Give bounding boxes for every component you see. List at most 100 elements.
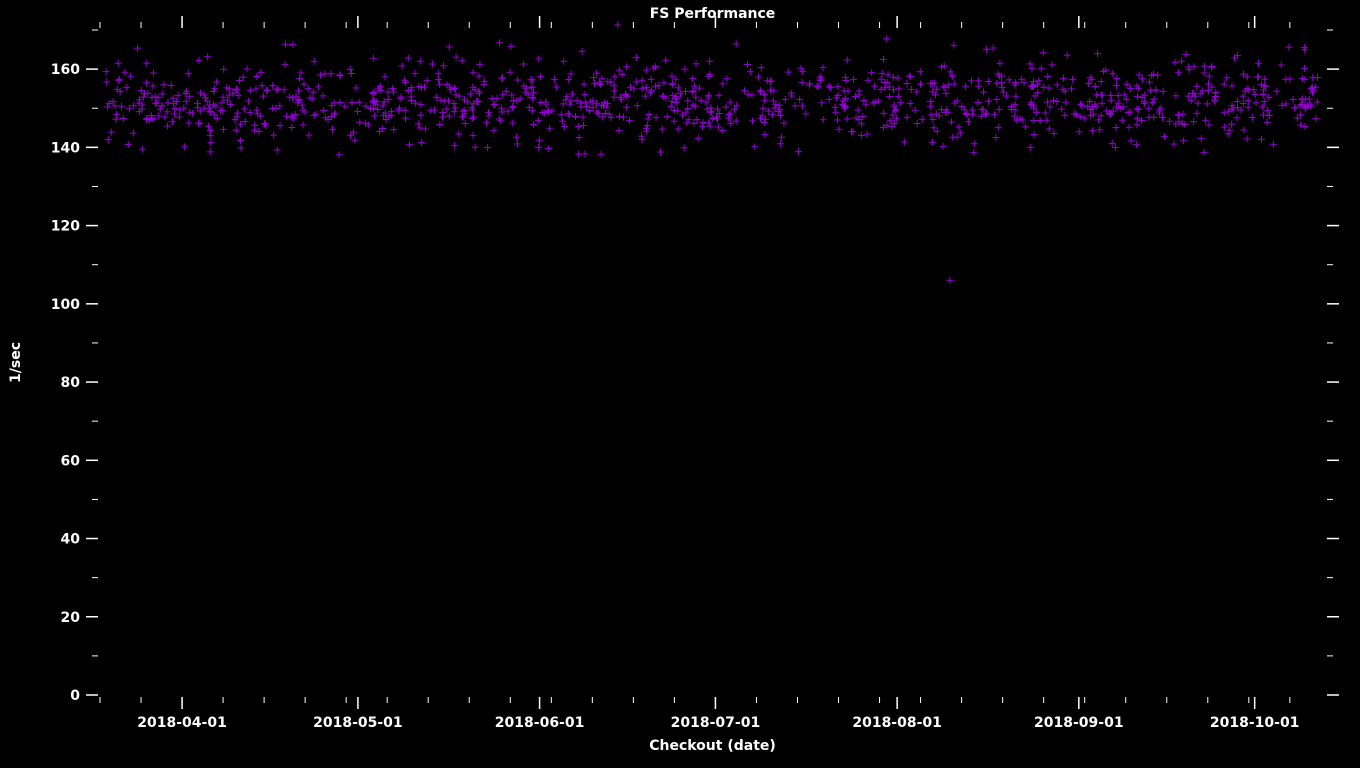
scatter-point (1206, 73, 1213, 80)
scatter-point (514, 140, 521, 147)
scatter-point (152, 100, 159, 107)
scatter-point (691, 83, 698, 90)
scatter-point (719, 80, 726, 87)
scatter-point (1151, 95, 1158, 102)
scatter-point (504, 108, 511, 115)
scatter-point (446, 43, 453, 50)
scatter-point (927, 80, 934, 87)
scatter-point (608, 114, 615, 121)
y-tick-label: 100 (51, 297, 80, 313)
scatter-point (620, 114, 627, 121)
scatter-point (825, 83, 832, 90)
scatter-point (1006, 76, 1013, 83)
scatter-point (1027, 144, 1034, 151)
scatter-point (610, 94, 617, 101)
y-axis-label: 1/sec (8, 342, 24, 383)
scatter-point (496, 39, 503, 46)
scatter-point (616, 113, 623, 120)
scatter-point (974, 99, 981, 106)
scatter-point (1190, 118, 1197, 125)
scatter-point (1043, 117, 1050, 124)
scatter-point (586, 107, 593, 114)
scatter-point (643, 66, 650, 73)
scatter-point (389, 85, 396, 92)
scatter-point (865, 77, 872, 84)
scatter-point (831, 104, 838, 111)
scatter-point (158, 103, 165, 110)
scatter-point (1136, 71, 1143, 78)
scatter-point (112, 102, 119, 109)
scatter-point (181, 143, 188, 150)
scatter-point (508, 92, 515, 99)
scatter-point (356, 119, 363, 126)
scatter-point (949, 134, 956, 141)
scatter-point (264, 87, 271, 94)
scatter-point (1211, 98, 1218, 105)
scatter-point (826, 96, 833, 103)
scatter-point (143, 79, 150, 86)
scatter-point (1260, 111, 1267, 118)
scatter-point (1254, 74, 1261, 81)
scatter-point (1062, 99, 1069, 106)
scatter-point (684, 97, 691, 104)
scatter-point (311, 58, 318, 65)
scatter-point (575, 123, 582, 130)
scatter-point (490, 127, 497, 134)
scatter-point (476, 61, 483, 68)
scatter-point (1226, 127, 1233, 134)
scatter-point (530, 121, 537, 128)
scatter-point (1208, 83, 1215, 90)
scatter-point (897, 99, 904, 106)
scatter-point (597, 81, 604, 88)
scatter-point (185, 70, 192, 77)
scatter-point (1244, 135, 1251, 142)
scatter-point (947, 68, 954, 75)
scatter-point (241, 105, 248, 112)
scatter-point (1077, 101, 1084, 108)
y-tick-label: 160 (51, 62, 80, 78)
scatter-point (715, 92, 722, 99)
scatter-point (841, 102, 848, 109)
scatter-point (579, 48, 586, 55)
scatter-point (673, 99, 680, 106)
scatter-point (503, 88, 510, 95)
scatter-point (484, 144, 491, 151)
scatter-point (1245, 86, 1252, 93)
scatter-point (116, 76, 123, 83)
scatter-point (1054, 81, 1061, 88)
scatter-point (220, 126, 227, 133)
scatter-point (1259, 103, 1266, 110)
scatter-point (227, 101, 234, 108)
scatter-point (103, 78, 110, 85)
scatter-point (634, 102, 641, 109)
scatter-point (1205, 122, 1212, 129)
scatter-point (1179, 111, 1186, 118)
scatter-point (856, 87, 863, 94)
scatter-point (761, 119, 768, 126)
scatter-point (1297, 111, 1304, 118)
scatter-point (144, 90, 151, 97)
scatter-point (220, 66, 227, 73)
scatter-point (269, 82, 276, 89)
scatter-point (1040, 49, 1047, 56)
scatter-point (472, 144, 479, 151)
scatter-point (970, 149, 977, 156)
scatter-point (813, 83, 820, 90)
scatter-point (120, 115, 127, 122)
scatter-point (261, 121, 268, 128)
scatter-point (859, 113, 866, 120)
scatter-point (582, 99, 589, 106)
scatter-point (948, 118, 955, 125)
scatter-point (648, 76, 655, 83)
x-tick-label: 2018-05-01 (313, 715, 403, 731)
scatter-point (416, 124, 423, 131)
scatter-point (578, 104, 585, 111)
scatter-point (949, 73, 956, 80)
scatter-point (514, 77, 521, 84)
scatter-point (1201, 70, 1208, 77)
scatter-point (121, 69, 128, 76)
scatter-point (901, 139, 908, 146)
scatter-point (138, 87, 145, 94)
scatter-point (455, 130, 462, 137)
scatter-point (1037, 117, 1044, 124)
